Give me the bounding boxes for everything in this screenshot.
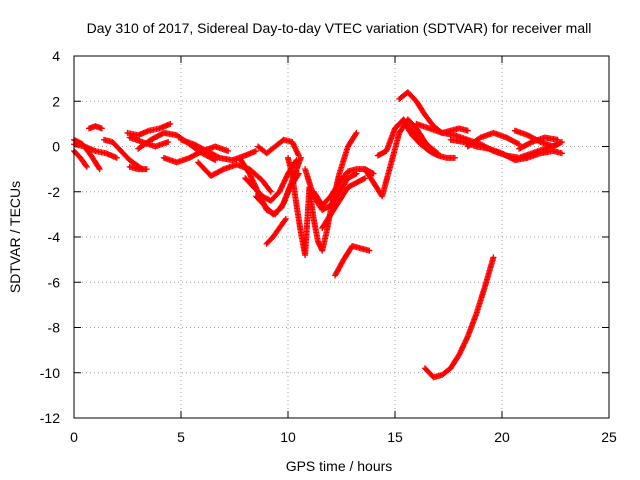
data-point	[295, 152, 302, 159]
y-tick-label: -12	[40, 410, 60, 426]
data-point	[98, 125, 105, 132]
data-point	[352, 131, 359, 138]
x-tick-label: 5	[177, 429, 185, 445]
data-point	[113, 154, 120, 161]
data-point	[294, 171, 301, 178]
data-points	[71, 89, 565, 381]
series-arc-6	[126, 163, 150, 173]
data-point	[83, 163, 90, 170]
x-tick-label: 25	[601, 429, 617, 445]
data-point	[490, 254, 497, 261]
series-arc-14	[242, 157, 300, 204]
y-axis-label: SDTVAR / TECUs	[7, 181, 23, 293]
data-point	[82, 162, 89, 169]
data-point	[266, 187, 273, 194]
series-arc-21	[319, 175, 369, 231]
data-point	[554, 136, 561, 143]
data-point	[451, 154, 458, 161]
y-tick-label: -2	[48, 184, 61, 200]
data-point	[370, 170, 377, 177]
data-point	[225, 148, 232, 155]
series-arc-2	[71, 141, 120, 161]
chart-title: Day 310 of 2017, Sidereal Day-to-day VTE…	[87, 20, 592, 36]
series-arc-15	[252, 170, 302, 218]
series-arc-16	[255, 136, 302, 159]
x-tick-label: 20	[494, 429, 510, 445]
data-point	[295, 170, 302, 177]
series-arc-22	[332, 243, 373, 279]
series-arc-29	[464, 129, 523, 150]
series-arc-26	[400, 118, 458, 161]
data-point	[292, 158, 299, 165]
data-point	[527, 139, 534, 146]
series-arc-25	[396, 89, 471, 136]
data-point	[165, 138, 172, 145]
plot-frame	[73, 55, 610, 419]
data-point	[464, 127, 471, 134]
y-tick-label: -4	[48, 229, 61, 245]
data-point	[281, 217, 288, 224]
data-point	[95, 164, 102, 171]
data-point	[167, 120, 174, 127]
data-point	[558, 138, 565, 145]
series-arc-4	[85, 123, 105, 132]
y-tick-label: 4	[52, 48, 60, 64]
data-point	[252, 148, 259, 155]
data-point	[143, 166, 150, 173]
x-tick-label: 15	[387, 429, 403, 445]
x-axis-label: GPS time / hours	[286, 458, 393, 474]
data-point	[215, 154, 222, 161]
x-tick-label: 0	[70, 429, 78, 445]
data-point	[282, 215, 289, 222]
grid	[74, 56, 609, 418]
y-tick-labels: 4 2 0 -2 -4 -6 -8 -10 -12	[40, 48, 60, 426]
data-point	[267, 188, 274, 195]
y-tick-label: -10	[40, 365, 60, 381]
series-arc-19	[302, 166, 360, 213]
y-tick-label: -6	[48, 274, 61, 290]
data-point	[362, 175, 369, 182]
x-tick-label: 10	[280, 429, 296, 445]
x-tick-labels: 0 5 10 15 20 25	[70, 429, 617, 445]
y-tick-label: -8	[48, 320, 61, 336]
series-arc-17	[263, 215, 289, 247]
y-tick-label: 2	[52, 93, 60, 109]
y-tick-label: 0	[52, 139, 60, 155]
data-point	[353, 129, 360, 136]
series-arc-28	[447, 136, 565, 164]
series-arc-31	[516, 134, 561, 152]
data-point	[366, 247, 373, 254]
series-arc-32	[421, 254, 497, 381]
series-arc-3	[71, 148, 90, 170]
series-arc-7	[124, 120, 174, 139]
data-point	[96, 166, 103, 173]
data-point	[219, 166, 226, 173]
series-arc-12	[195, 159, 274, 195]
data-point	[293, 157, 300, 164]
data-point	[558, 150, 565, 157]
data-point	[514, 140, 521, 147]
